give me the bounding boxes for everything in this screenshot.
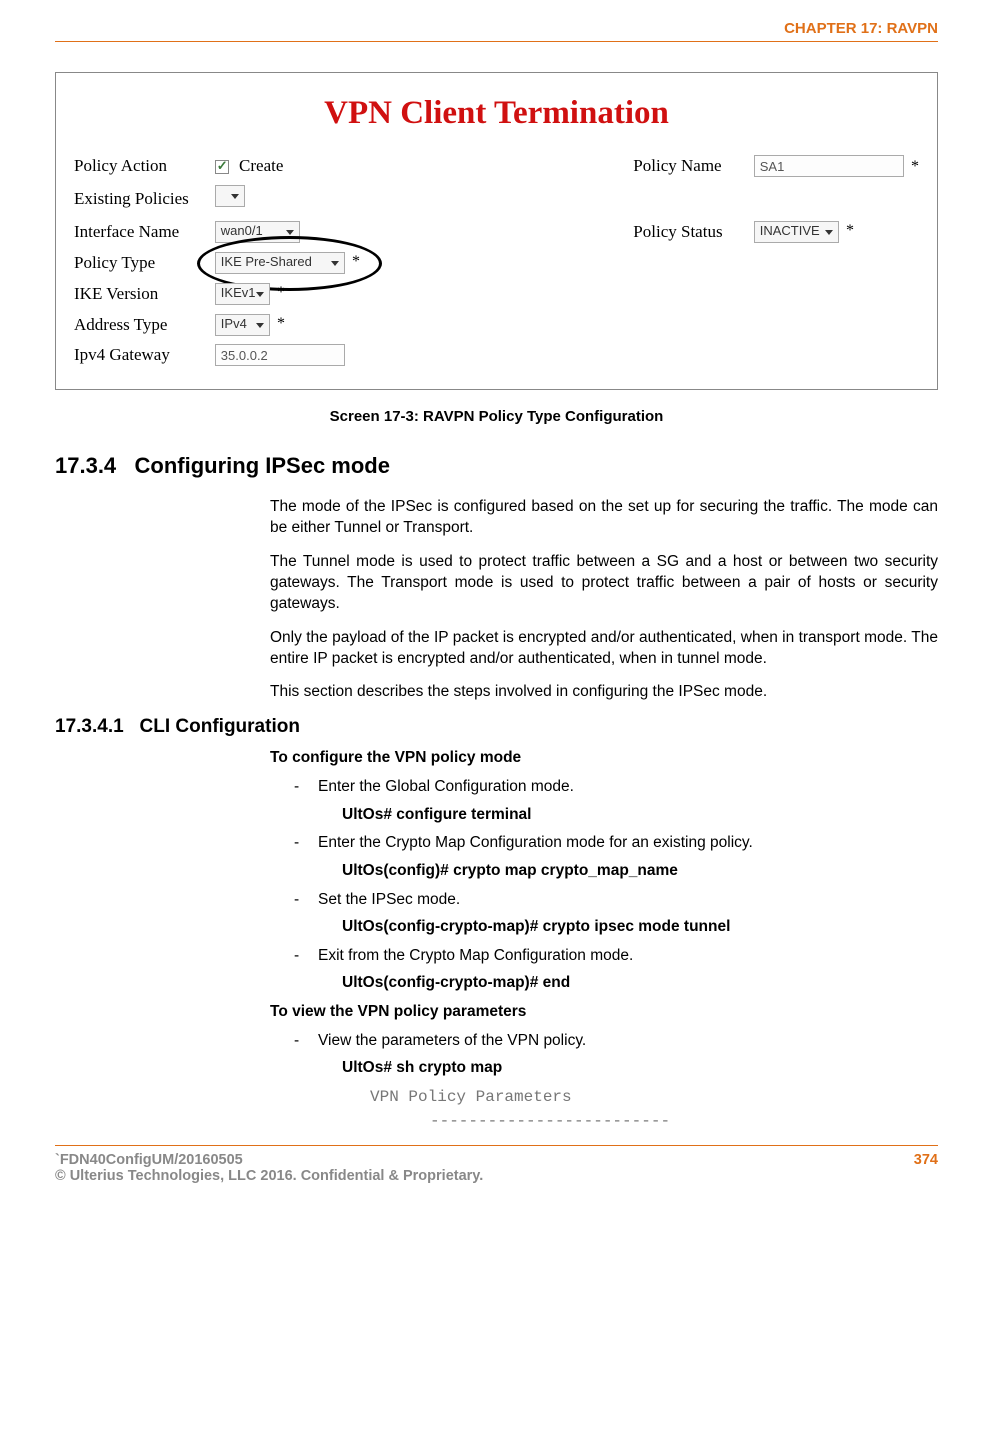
cli-command: UltOs(config-crypto-map)# crypto ipsec m… bbox=[270, 917, 938, 938]
cli-heading: To configure the VPN policy mode bbox=[270, 748, 938, 769]
checkbox-create[interactable] bbox=[215, 160, 229, 174]
cli-output: ------------------------- bbox=[270, 1109, 938, 1133]
input-policy-name[interactable] bbox=[754, 155, 904, 177]
cli-output-line: ------------------------- bbox=[370, 1109, 938, 1133]
required-asterisk: * bbox=[349, 253, 360, 270]
footer-copyright: © Ulterius Technologies, LLC 2016. Confi… bbox=[55, 1168, 483, 1184]
cli-step: View the parameters of the VPN policy. bbox=[294, 1029, 938, 1052]
label-ipv4-gateway: Ipv4 Gateway bbox=[70, 341, 209, 369]
cli-step: Enter the Global Configuration mode. bbox=[294, 775, 938, 798]
cli-step: Exit from the Crypto Map Configuration m… bbox=[294, 944, 938, 967]
label-ike-version: IKE Version bbox=[70, 279, 209, 308]
section-heading: 17.3.4 Configuring IPSec mode bbox=[55, 453, 938, 479]
config-form-table: Policy Action Create Policy Name * Exist… bbox=[68, 150, 925, 371]
section-number: 17.3.4 bbox=[55, 453, 116, 478]
figure-caption: Screen 17-3: RAVPN Policy Type Configura… bbox=[55, 408, 938, 425]
cli-heading: To view the VPN policy parameters bbox=[270, 1002, 938, 1023]
subsection-heading: 17.3.4.1 CLI Configuration bbox=[55, 716, 938, 738]
page-number: 374 bbox=[914, 1152, 938, 1184]
select-ike-version[interactable]: IKEv1 bbox=[215, 283, 270, 305]
figure-screenshot: VPN Client Termination Policy Action Cre… bbox=[55, 72, 938, 390]
section-title: Configuring IPSec mode bbox=[135, 453, 390, 478]
chapter-header: CHAPTER 17: RAVPN bbox=[55, 20, 938, 42]
subsection-number: 17.3.4.1 bbox=[55, 716, 124, 737]
cli-command: UltOs(config)# crypto map crypto_map_nam… bbox=[270, 861, 938, 882]
select-policy-status[interactable]: INACTIVE bbox=[754, 221, 839, 243]
required-asterisk: * bbox=[908, 158, 919, 175]
cli-output-line: VPN Policy Parameters bbox=[370, 1085, 938, 1109]
para: Only the payload of the IP packet is enc… bbox=[270, 628, 938, 670]
label-policy-type: Policy Type bbox=[70, 248, 209, 277]
required-asterisk: * bbox=[274, 284, 285, 301]
label-policy-name: Policy Name bbox=[629, 152, 747, 180]
label-existing-policies: Existing Policies bbox=[70, 182, 209, 215]
section-body: The mode of the IPSec is configured base… bbox=[270, 497, 938, 703]
required-asterisk: * bbox=[274, 315, 285, 332]
required-asterisk: * bbox=[843, 222, 854, 239]
cli-command: UltOs# sh crypto map bbox=[270, 1058, 938, 1079]
cli-step: Set the IPSec mode. bbox=[294, 888, 938, 911]
label-address-type: Address Type bbox=[70, 310, 209, 339]
label-interface-name: Interface Name bbox=[70, 217, 209, 246]
label-policy-action: Policy Action bbox=[70, 152, 209, 180]
para: This section describes the steps involve… bbox=[270, 682, 938, 703]
checkbox-create-label: Create bbox=[239, 156, 283, 175]
cli-output: VPN Policy Parameters bbox=[270, 1085, 938, 1109]
select-existing-policies[interactable] bbox=[215, 185, 245, 207]
label-policy-status: Policy Status bbox=[629, 217, 747, 246]
cli-block: To configure the VPN policy mode Enter t… bbox=[270, 748, 938, 1133]
subsection-title: CLI Configuration bbox=[140, 716, 300, 737]
select-interface-name[interactable]: wan0/1 bbox=[215, 221, 300, 243]
footer-docid: `FDN40ConfigUM/20160505 bbox=[55, 1152, 483, 1168]
para: The mode of the IPSec is configured base… bbox=[270, 497, 938, 539]
para: The Tunnel mode is used to protect traff… bbox=[270, 552, 938, 615]
cli-command: UltOs# configure terminal bbox=[270, 805, 938, 826]
select-policy-type[interactable]: IKE Pre-Shared bbox=[215, 252, 345, 274]
cli-command: UltOs(config-crypto-map)# end bbox=[270, 973, 938, 994]
figure-title: VPN Client Termination bbox=[68, 95, 925, 132]
page-footer: `FDN40ConfigUM/20160505 © Ulterius Techn… bbox=[55, 1145, 938, 1184]
input-ipv4-gateway[interactable] bbox=[215, 344, 345, 366]
cli-step: Enter the Crypto Map Configuration mode … bbox=[294, 831, 938, 854]
select-address-type[interactable]: IPv4 bbox=[215, 314, 270, 336]
